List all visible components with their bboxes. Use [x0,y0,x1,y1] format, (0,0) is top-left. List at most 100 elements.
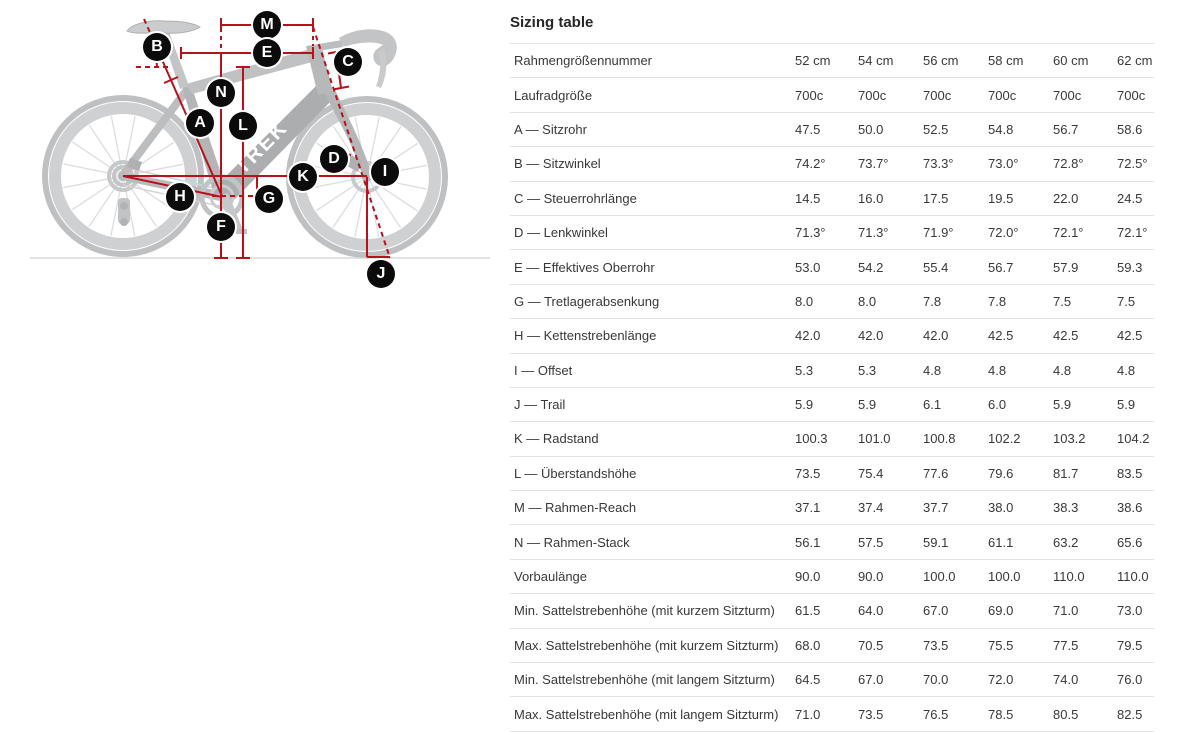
value-cell: 78.5 [988,696,1053,732]
value-cell: 7.5 [1053,283,1117,319]
value-cell: 700c [795,77,858,113]
sizing-table: Rahmengrößennummer 52 cm 54 cm 56 cm 58 cm 60… [510,42,1154,732]
value-cell: 8.0 [795,283,858,319]
table-row: Vorbaulänge 90.0 90.0 100.0 100.0 110.0 110.0 [510,558,1154,594]
row-label: D — Lenkwinkel [510,214,795,250]
table-row: Max. Sattelstrebenhöhe (mit langem Sitzt… [510,696,1154,732]
row-label: Laufradgröße [510,77,795,113]
table-row: Min. Sattelstrebenhöhe (mit kurzem Sitzt… [510,593,1154,629]
diagram-marker-G: G [255,185,283,213]
value-cell: 700c [923,77,988,113]
value-cell: 38.0 [988,490,1053,525]
value-cell: 69.0 [988,593,1053,629]
value-cell: 700c [988,77,1053,113]
value-cell: 38.3 [1053,490,1117,525]
value-cell: 73.3° [923,146,988,182]
value-cell: 5.9 [1117,386,1154,422]
value-cell: 58 cm [988,42,1053,78]
row-label: J — Trail [510,386,795,422]
table-row: K — Radstand 100.3 101.0 100.8 102.2 103.2 104… [510,421,1154,457]
value-cell: 59.3 [1117,249,1154,285]
value-cell: 72.0° [988,214,1053,250]
value-cell: 17.5 [923,180,988,216]
value-cell: 83.5 [1117,455,1154,491]
value-cell: 72.1° [1117,214,1154,250]
value-cell: 47.5 [795,111,858,147]
value-cell: 16.0 [858,180,923,216]
value-cell: 72.8° [1053,146,1117,182]
value-cell: 104.2 [1117,421,1154,457]
value-cell: 4.8 [1053,352,1117,388]
value-cell: 55.4 [923,249,988,285]
value-cell: 82.5 [1117,696,1154,732]
value-cell: 100.8 [923,421,988,457]
diagram-marker-C: C [334,48,362,76]
value-cell: 42.0 [858,318,923,354]
table-row: D — Lenkwinkel 71.3° 71.3° 71.9° 72.0° 72.1° 7… [510,214,1154,250]
table-row: M — Rahmen-Reach 37.1 37.4 37.7 38.0 38.3 38.6 [510,490,1154,525]
diagram-marker-J: J [367,260,395,288]
value-cell: 68.0 [795,627,858,663]
value-cell: 73.7° [858,146,923,182]
value-cell: 73.5 [858,696,923,732]
value-cell: 67.0 [858,662,923,697]
measure-E [180,47,314,59]
value-cell: 700c [858,77,923,113]
measure-I-J [366,177,390,258]
diagram-marker-I: I [371,158,399,186]
value-cell: 6.0 [988,386,1053,422]
diagram-marker-F: F [207,213,235,241]
value-cell: 7.8 [988,283,1053,319]
row-label: Rahmengrößennummer [510,42,795,78]
diagram-marker-M: M [253,11,281,39]
value-cell: 73.5 [923,627,988,663]
value-cell: 7.8 [923,283,988,319]
value-cell: 22.0 [1053,180,1117,216]
diagram-marker-L: L [229,112,257,140]
value-cell: 76.0 [1117,662,1154,697]
saddle [126,20,201,34]
value-cell: 79.6 [988,455,1053,491]
value-cell: 700c [1053,77,1117,113]
value-cell: 54.8 [988,111,1053,147]
seatstay [121,87,191,176]
value-cell: 42.0 [795,318,858,354]
value-cell: 37.1 [795,490,858,525]
sizing-table-title: Sizing table [510,14,594,31]
diagram-marker-B: B [143,33,171,61]
row-label: B — Sitzwinkel [510,146,795,182]
value-cell: 76.5 [923,696,988,732]
bike-geometry-diagram: TREK [0,0,500,300]
sizing-table-section: Sizing table Rahmengrößennummer 52 cm 54 c… [510,0,1154,732]
value-cell: 5.9 [858,386,923,422]
value-cell: 71.0 [1053,593,1117,629]
bike-diagram-svg: TREK [30,18,490,259]
value-cell: 102.2 [988,421,1053,457]
value-cell: 54 cm [858,42,923,78]
value-cell: 19.5 [988,180,1053,216]
value-cell: 100.0 [923,558,988,594]
value-cell: 61.5 [795,593,858,629]
value-cell: 110.0 [1117,558,1154,594]
table-row: I — Offset 5.3 5.3 4.8 4.8 4.8 4.8 [510,352,1154,388]
row-label: C — Steuerrohrlänge [510,180,795,216]
table-header-row: Rahmengrößennummer 52 cm 54 cm 56 cm 58 cm 60… [510,42,1154,78]
value-cell: 52.5 [923,111,988,147]
table-row: Laufradgröße 700c 700c 700c 700c 700c 700c [510,77,1154,113]
diagram-marker-E: E [253,39,281,67]
row-label: Vorbaulänge [510,558,795,594]
value-cell: 5.9 [1053,386,1117,422]
row-label: Min. Sattelstrebenhöhe (mit langem Sitzt… [510,662,795,697]
front-caliper [347,155,362,172]
row-label: Max. Sattelstrebenhöhe (mit kurzem Sitzt… [510,627,795,663]
value-cell: 77.6 [923,455,988,491]
table-row: C — Steuerrohrlänge 14.5 16.0 17.5 19.5 22.0 2… [510,180,1154,216]
value-cell: 63.2 [1053,524,1117,560]
table-row: L — Überstandshöhe 73.5 75.4 77.6 79.6 81.7 83… [510,455,1154,491]
value-cell: 101.0 [858,421,923,457]
value-cell: 52 cm [795,42,858,78]
value-cell: 61.1 [988,524,1053,560]
value-cell: 73.0 [1117,593,1154,629]
diagram-marker-N: N [207,79,235,107]
value-cell: 75.4 [858,455,923,491]
